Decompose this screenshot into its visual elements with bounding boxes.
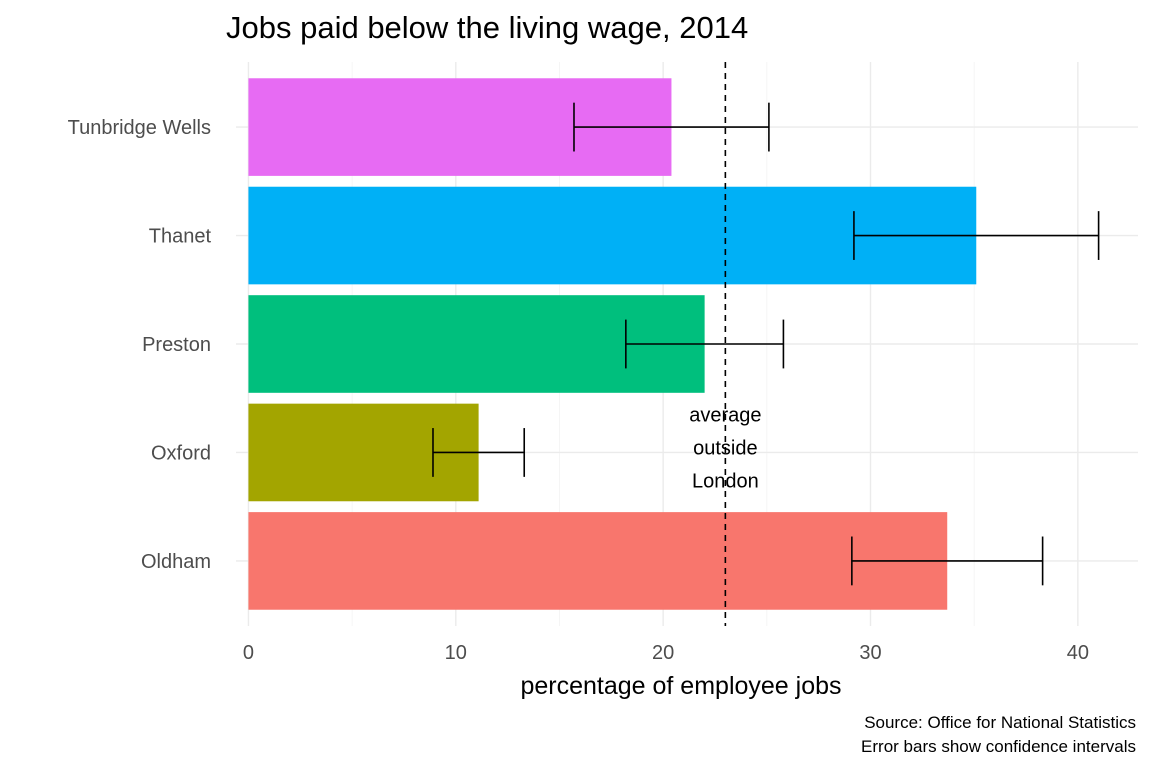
y-axis-labels: Oldham Oxford Preston Thanet Tunbridge Wells — [68, 117, 212, 573]
category-label: Oxford — [151, 442, 211, 464]
category-label: Oldham — [141, 551, 211, 573]
x-axis-tick-labels: 0 10 20 30 40 — [243, 642, 1089, 664]
x-tick-label: 10 — [445, 642, 467, 664]
error-bar — [625, 319, 785, 369]
reference-line-label: outside — [693, 437, 758, 459]
error-bar — [853, 211, 1100, 260]
error-bar — [573, 102, 770, 152]
chart-title: Jobs paid below the living wage, 2014 — [226, 10, 749, 45]
x-tick-label: 40 — [1067, 642, 1089, 664]
category-label: Thanet — [149, 226, 212, 248]
caption-note: Error bars show confidence intervals — [861, 737, 1136, 756]
error-bar — [851, 536, 1044, 586]
x-tick-label: 20 — [652, 642, 674, 664]
x-tick-label: 0 — [243, 642, 254, 664]
error-bars — [432, 102, 1100, 586]
reference-line-group: average outside London — [689, 62, 762, 626]
category-label: Preston — [142, 334, 211, 356]
caption: Source: Office for National Statistics E… — [861, 711, 1136, 759]
x-axis-title: percentage of employee jobs — [520, 672, 841, 700]
bar-oldham — [248, 512, 948, 610]
error-bar — [432, 428, 526, 477]
caption-source: Source: Office for National Statistics — [864, 713, 1136, 732]
reference-line-label: average — [689, 404, 761, 426]
bars — [248, 78, 977, 610]
x-tick-label: 30 — [859, 642, 881, 664]
reference-line-label: London — [692, 470, 759, 492]
category-label: Tunbridge Wells — [68, 117, 211, 139]
